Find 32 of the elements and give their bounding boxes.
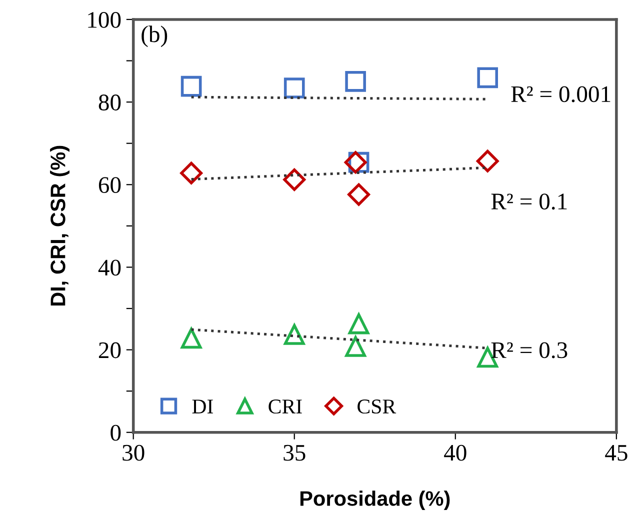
point — [348, 183, 370, 206]
annotation: R² = 0.1 — [491, 194, 567, 210]
point — [477, 67, 498, 88]
point — [476, 150, 499, 172]
legend-label: CRI — [268, 400, 302, 414]
point — [345, 70, 366, 92]
x-axis-title: Porosidade (%) — [300, 490, 450, 510]
annotation: (b) — [142, 26, 168, 48]
point — [348, 313, 370, 334]
x-tick-label: 45 — [605, 445, 628, 461]
point — [180, 328, 202, 349]
y-tick-label: 0 — [110, 424, 121, 441]
point — [284, 78, 305, 98]
annotation: R² = 0.3 — [491, 342, 568, 358]
y-tick-label: 60 — [98, 177, 121, 194]
point — [180, 76, 202, 97]
point — [344, 151, 367, 174]
y-axis-title: DI, CRI, CSR (%) — [50, 146, 70, 306]
annotation: R² = 0.001 — [511, 86, 610, 102]
y-tick-label: 100 — [88, 12, 121, 28]
y-tick-label: 40 — [98, 260, 121, 276]
x-tick-label: 40 — [444, 444, 466, 461]
x-tick-label: 35 — [284, 444, 306, 461]
point — [283, 168, 306, 191]
point — [345, 336, 366, 357]
y-tick-label: 20 — [98, 342, 121, 358]
y-tick-label: 80 — [98, 94, 121, 110]
point — [284, 324, 305, 345]
legend-label: CSR — [358, 400, 396, 414]
legend-label: DI — [192, 400, 213, 414]
x-tick-label: 30 — [122, 444, 144, 461]
point — [180, 162, 203, 184]
